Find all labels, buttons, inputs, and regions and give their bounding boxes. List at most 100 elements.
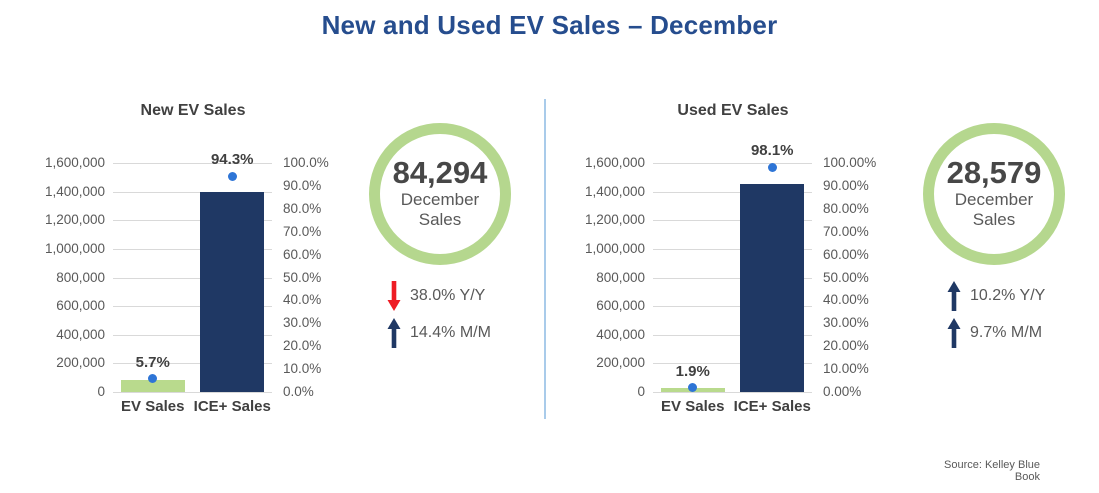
gridline <box>653 220 812 222</box>
badge-value: 84,294 <box>392 155 488 191</box>
right-axis-tick: 80.00% <box>823 200 869 216</box>
used-ev-stats: 10.2% Y/Y 9.7% M/M <box>947 281 1045 348</box>
source-text: Source: Kelley Blue Book <box>944 459 1040 483</box>
mom-stat-text: 14.4% M/M <box>410 324 491 341</box>
badge-label: December <box>400 189 480 209</box>
right-axis-tick: 40.00% <box>823 292 869 308</box>
left-axis-tick: 1,200,000 <box>44 212 105 228</box>
left-axis-tick: 1,600,000 <box>44 155 105 170</box>
gridline <box>113 248 272 250</box>
category-label: ICE+ Sales <box>193 398 271 415</box>
gridline <box>113 306 272 308</box>
badge-label: Sales <box>418 210 462 230</box>
right-axis-tick: 40.0% <box>283 292 322 308</box>
yoy-stat-row: 38.0% Y/Y <box>387 281 491 311</box>
left-axis-tick: 600,000 <box>56 298 105 314</box>
gridline <box>653 191 812 193</box>
gridline <box>653 334 812 336</box>
gridline <box>653 363 812 365</box>
scatter-dot <box>688 383 698 393</box>
left-axis-tick: 800,000 <box>56 269 105 285</box>
data-label: 98.1% <box>750 142 794 160</box>
page-title: New and Used EV Sales – December <box>321 10 778 40</box>
divider-line <box>544 99 546 419</box>
left-axis-tick: 800,000 <box>596 269 645 285</box>
right-axis-tick: 20.0% <box>283 338 322 354</box>
mom-stat-row: 14.4% M/M <box>387 318 491 348</box>
data-label: 5.7% <box>135 353 170 371</box>
left-axis-tick: 1,600,000 <box>584 155 645 170</box>
gridline <box>113 220 272 222</box>
up-arrow-icon <box>947 281 961 311</box>
badge-label: December <box>954 189 1034 209</box>
up-arrow-icon <box>947 318 961 348</box>
right-axis-tick: 0.00% <box>823 384 862 399</box>
gridline <box>113 191 272 193</box>
badge-label: Sales <box>972 210 1016 230</box>
category-label: EV Sales <box>661 398 725 415</box>
yoy-stat-text: 10.2% Y/Y <box>970 287 1046 304</box>
right-axis-tick: 100.0% <box>283 155 329 170</box>
right-axis-tick: 10.00% <box>823 361 869 377</box>
gridline <box>653 248 812 250</box>
left-axis-tick: 200,000 <box>56 355 105 371</box>
right-axis-tick: 80.0% <box>283 200 322 216</box>
new-ev-sales-chart: 1,600,000 1,400,000 1,200,000 1,000,000 800,… <box>45 151 329 415</box>
gridline <box>113 392 272 393</box>
bar-ice-sales <box>740 184 805 392</box>
left-axis-tick: 0 <box>637 384 645 399</box>
scatter-dot <box>227 171 237 181</box>
right-axis-tick: 50.00% <box>823 269 869 285</box>
left-axis-tick: 400,000 <box>56 326 105 342</box>
right-axis-tick: 90.00% <box>823 177 869 193</box>
december-sales-badge-used: 28,579 December Sales <box>923 123 1065 265</box>
yoy-stat-text: 38.0% Y/Y <box>410 287 486 304</box>
december-sales-badge-new: 84,294 December Sales <box>369 123 511 265</box>
up-arrow-icon <box>387 318 401 348</box>
gridline <box>653 392 812 393</box>
new-ev-stats: 38.0% Y/Y 14.4% M/M <box>387 281 491 348</box>
gridline <box>113 363 272 365</box>
gridline <box>653 306 812 308</box>
mom-stat-row: 9.7% M/M <box>947 318 1045 348</box>
right-axis-tick: 0.0% <box>283 384 314 399</box>
left-axis-tick: 0 <box>97 384 105 399</box>
chart-title-new-ev-sales: New EV Sales <box>140 102 246 119</box>
left-axis-tick: 1,400,000 <box>44 183 105 199</box>
data-label: 1.9% <box>675 362 710 380</box>
down-arrow-icon <box>387 281 401 311</box>
used-ev-sales-chart: 1,600,000 1,400,000 1,200,000 1,000,000 800,… <box>585 142 876 415</box>
left-axis-tick: 1,000,000 <box>44 240 105 256</box>
gridline <box>113 277 272 279</box>
chart-title-used-ev-sales: Used EV Sales <box>677 102 789 119</box>
left-axis-tick: 1,400,000 <box>584 183 645 199</box>
scatter-dot <box>148 374 158 384</box>
badge-value: 28,579 <box>946 155 1042 191</box>
gridline <box>653 163 812 164</box>
right-axis-tick: 20.00% <box>823 338 869 354</box>
bar-ev-sales <box>120 379 185 392</box>
gridline <box>113 334 272 336</box>
left-axis-tick: 400,000 <box>596 326 645 342</box>
left-axis-tick: 1,000,000 <box>584 240 645 256</box>
right-axis-tick: 30.0% <box>283 315 322 331</box>
category-label: ICE+ Sales <box>733 398 811 415</box>
left-axis-tick: 1,200,000 <box>584 212 645 228</box>
right-axis-tick: 10.0% <box>283 361 322 377</box>
right-axis-tick: 60.00% <box>823 246 869 262</box>
left-axis-tick: 200,000 <box>596 355 645 371</box>
mom-stat-text: 9.7% M/M <box>970 324 1043 341</box>
right-axis-tick: 30.00% <box>823 315 869 331</box>
right-axis-tick: 60.0% <box>283 246 322 262</box>
gridline <box>113 163 272 164</box>
right-axis-tick: 70.0% <box>283 223 322 239</box>
right-axis-tick: 70.00% <box>823 223 869 239</box>
left-axis-tick: 600,000 <box>596 298 645 314</box>
gridline <box>653 277 812 279</box>
right-axis-tick: 50.0% <box>283 269 322 285</box>
category-label: EV Sales <box>121 398 185 415</box>
data-label: 94.3% <box>210 151 254 169</box>
right-axis-tick: 100.00% <box>823 155 877 170</box>
right-axis-tick: 90.0% <box>283 177 322 193</box>
